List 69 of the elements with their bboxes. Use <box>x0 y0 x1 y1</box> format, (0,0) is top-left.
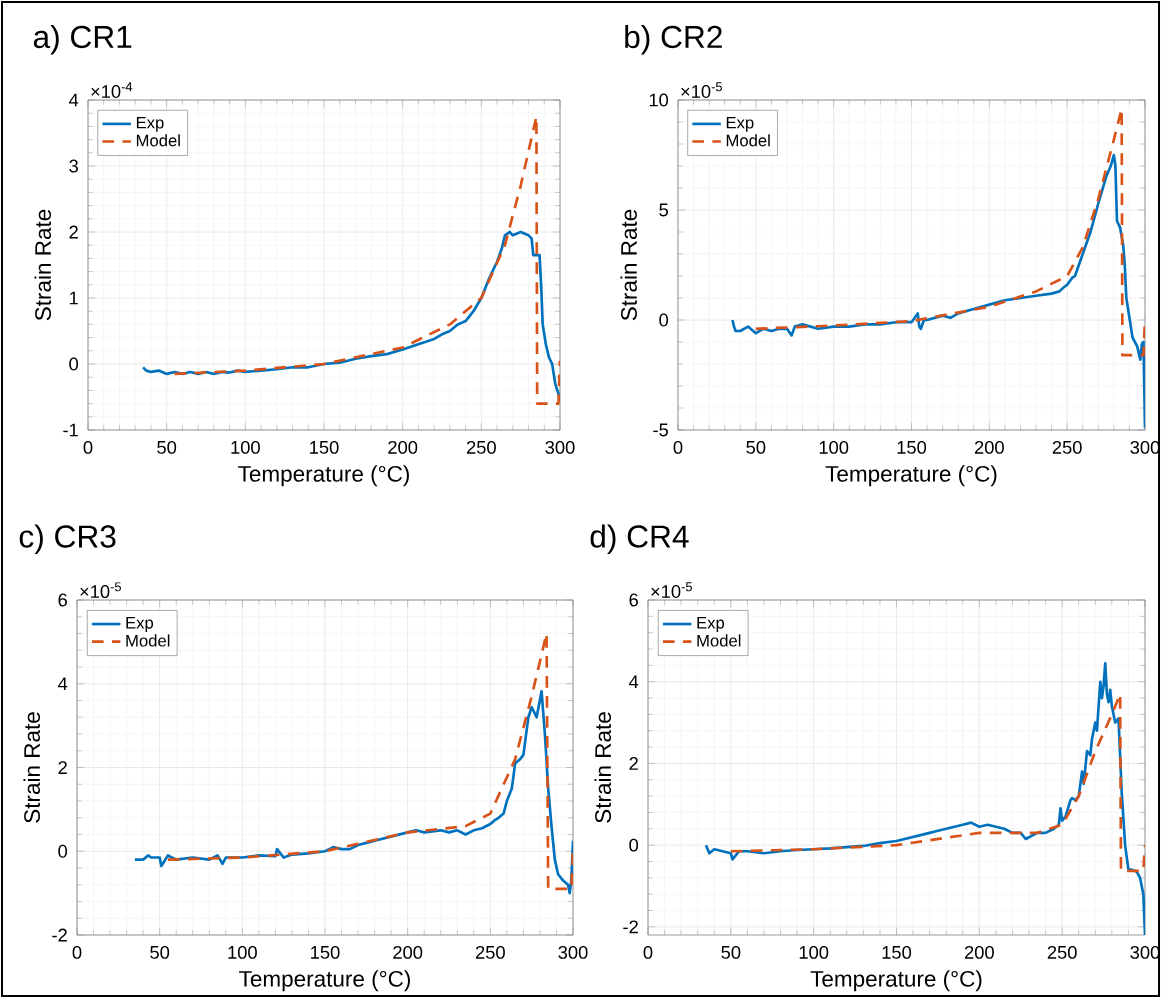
x-tick-label: 300 <box>558 945 588 959</box>
y-tick-label: 1 <box>69 291 78 305</box>
x-tick-label: 200 <box>388 440 418 454</box>
chart-title: d) CR4 <box>590 524 689 554</box>
y-tick-label: 2 <box>69 225 78 239</box>
y-axis-title: Strain Rate <box>34 209 52 321</box>
x-tick-label: 100 <box>231 440 260 454</box>
legend-label: Model <box>697 634 741 647</box>
y-axis-title: Strain Rate <box>23 712 41 823</box>
y-tick-label: 2 <box>58 761 67 774</box>
x-tick-label: 250 <box>475 945 505 959</box>
legend-label: Model <box>126 634 170 647</box>
text: ×10$^{-5}$ <box>80 582 121 599</box>
x-tick-label: 250 <box>466 440 496 454</box>
y-tick-label: -2 <box>623 920 638 934</box>
text: ×10$^{-5}$ <box>681 82 722 99</box>
y-axis-title: Strain Rate <box>620 209 637 321</box>
x-tick-label: 100 <box>799 945 829 959</box>
x-tick-label: 150 <box>897 440 927 454</box>
x-tick-label: 50 <box>150 945 170 959</box>
y-tick-label: 6 <box>58 593 67 607</box>
x-tick-label: 100 <box>819 440 849 454</box>
x-axis-title: Temperature (°C) <box>825 465 997 487</box>
x-tick-label: 50 <box>721 945 741 959</box>
x-tick-label: 150 <box>311 945 340 959</box>
text: ×10$^{-4}$ <box>91 82 133 99</box>
x-axis-title: Temperature (°C) <box>810 970 982 992</box>
x-tick-label: 100 <box>228 945 257 959</box>
x-tick-label: 0 <box>643 945 653 959</box>
legend-label: Model <box>726 134 770 147</box>
x-tick-label: 250 <box>1047 945 1077 959</box>
y-tick-label: -1 <box>63 423 78 437</box>
x-tick-label: 150 <box>882 945 912 959</box>
y-tick-label: 0 <box>69 357 79 371</box>
chart-title: b) CR2 <box>625 24 722 55</box>
legend-label: Exp <box>126 617 154 632</box>
y-tick-label: 0 <box>629 838 639 852</box>
y-tick-label: 3 <box>69 159 78 173</box>
x-tick-label: 200 <box>964 945 994 959</box>
x-axis-title: Temperature (°C) <box>238 465 409 487</box>
x-axis-title: Temperature (°C) <box>239 970 410 992</box>
legend-label: Model <box>136 134 180 147</box>
y-axis-title: Strain Rate <box>594 712 612 823</box>
x-tick-label: 200 <box>974 440 1004 454</box>
y-tick-label: 0 <box>659 313 669 327</box>
text: ×10$^{-5}$ <box>651 582 692 599</box>
y-tick-label: 2 <box>629 757 638 770</box>
y-tick-label: 0 <box>58 844 68 858</box>
chart-title: c) CR3 <box>19 524 116 554</box>
x-tick-label: 50 <box>157 440 177 454</box>
y-tick-label: 6 <box>629 593 638 607</box>
x-tick-label: 150 <box>310 440 339 454</box>
legend-label: Exp <box>697 617 725 632</box>
x-tick-label: 200 <box>393 945 423 959</box>
x-tick-label: 0 <box>83 440 93 454</box>
y-tick-label: 4 <box>69 93 79 107</box>
y-tick-label: 4 <box>58 677 68 691</box>
legend-label: Exp <box>726 116 754 132</box>
x-tick-label: 0 <box>673 440 683 454</box>
legend-label: Exp <box>136 116 164 132</box>
chart-title: a) CR1 <box>33 24 132 55</box>
x-tick-label: 300 <box>545 440 575 454</box>
x-tick-label: 50 <box>746 440 766 454</box>
y-tick-label: 10 <box>649 93 669 107</box>
y-tick-label: -5 <box>653 423 668 437</box>
y-tick-label: 4 <box>629 675 639 689</box>
y-tick-label: 5 <box>659 203 668 217</box>
x-tick-label: 250 <box>1052 440 1082 454</box>
y-tick-label: -2 <box>52 928 67 942</box>
